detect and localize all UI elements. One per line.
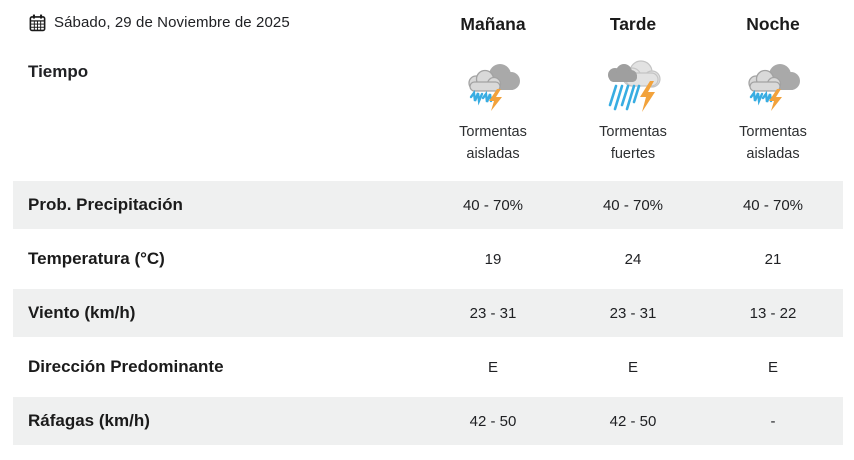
tiempo-row-label: Tiempo xyxy=(28,62,89,81)
row-value-noche: 21 xyxy=(764,250,782,268)
condition-label: Tormentas fuertes xyxy=(599,124,667,162)
table-row-wind-direction: Dirección Predominante E E E xyxy=(13,340,843,394)
storm-isolated-icon xyxy=(741,60,805,119)
row-value-noche: - xyxy=(770,412,776,430)
header-row: Sábado, 29 de Noviembre de 2025 Mañana T… xyxy=(13,0,843,50)
period-header-tarde: Tarde xyxy=(609,14,657,34)
table-row-precipitation: Prob. Precipitación 40 - 70% 40 - 70% 40… xyxy=(13,178,843,232)
row-value-noche: 40 - 70% xyxy=(742,196,804,214)
row-value-tarde: 24 xyxy=(624,250,642,268)
row-value-tarde: 42 - 50 xyxy=(609,412,657,430)
date-label: Sábado, 29 de Noviembre de 2025 xyxy=(54,14,290,31)
row-value-manana: 23 - 31 xyxy=(469,304,517,322)
row-value-tarde: 40 - 70% xyxy=(602,196,664,214)
period-header-noche: Noche xyxy=(746,14,800,34)
row-value-noche: E xyxy=(767,358,778,376)
row-value-tarde: 23 - 31 xyxy=(609,304,657,322)
storm-isolated-icon xyxy=(461,60,525,119)
row-label: Temperatura (°C) xyxy=(28,249,165,268)
table-row-temperature: Temperatura (°C) 19 24 21 xyxy=(13,232,843,286)
row-label: Dirección Predominante xyxy=(28,357,224,376)
condition-label: Tormentas aisladas xyxy=(459,124,527,162)
date-header: Sábado, 29 de Noviembre de 2025 xyxy=(13,13,423,32)
table-row-wind: Viento (km/h) 23 - 31 23 - 31 13 - 22 xyxy=(13,286,843,340)
condition-cell-tarde: Tormentas fuertes xyxy=(563,50,703,166)
row-label: Viento (km/h) xyxy=(28,303,136,322)
row-label: Prob. Precipitación xyxy=(28,195,183,214)
row-label: Ráfagas (km/h) xyxy=(28,411,150,430)
storm-heavy-icon xyxy=(601,60,665,119)
calendar-icon xyxy=(28,13,47,32)
table-row-gusts: Ráfagas (km/h) 42 - 50 42 - 50 - xyxy=(13,394,843,448)
row-value-manana: 40 - 70% xyxy=(462,196,524,214)
condition-label: Tormentas aisladas xyxy=(739,124,807,162)
weather-condition-row: Tiempo xyxy=(13,50,843,178)
row-value-manana: 19 xyxy=(484,250,502,268)
row-value-manana: 42 - 50 xyxy=(469,412,517,430)
period-header-manana: Mañana xyxy=(460,14,526,34)
condition-cell-manana: Tormentas aisladas xyxy=(423,50,563,166)
row-value-noche: 13 - 22 xyxy=(749,304,797,322)
row-value-manana: E xyxy=(487,358,498,376)
condition-cell-noche: Tormentas aisladas xyxy=(703,50,843,166)
row-value-tarde: E xyxy=(627,358,638,376)
